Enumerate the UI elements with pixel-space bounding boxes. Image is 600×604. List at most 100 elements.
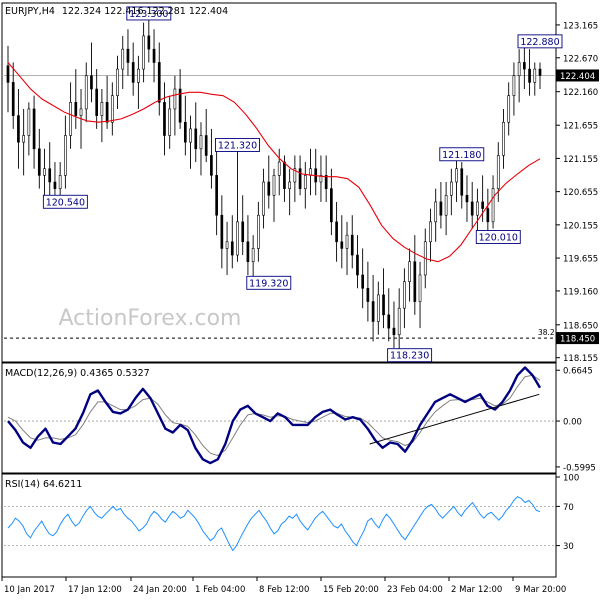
candle-body: [418, 274, 422, 302]
candle-body: [84, 75, 88, 110]
price-y-tick-label: 122.160: [563, 88, 598, 98]
candle-body: [236, 221, 239, 256]
x-tick-label: 23 Feb 04:00: [387, 585, 443, 595]
candle-body: [121, 48, 125, 70]
rsi-panel-frame: [1, 473, 557, 578]
swing-label: 121.180: [442, 150, 481, 161]
price-annotations: 123.300 121.320 120.540 119.320 118.230 121.1…: [42, 6, 563, 363]
price-y-tick-label: 121.655: [563, 122, 598, 132]
price-y-tick-label: 121.155: [563, 155, 598, 165]
candle-body: [538, 68, 542, 76]
candle-body: [241, 221, 245, 243]
price-y-tick-label: 120.155: [563, 221, 598, 231]
candle-body: [460, 168, 464, 196]
candle-body: [465, 194, 469, 203]
candle-body: [533, 68, 537, 83]
candle-body: [210, 155, 213, 176]
candle-body: [116, 68, 119, 96]
candle-body: [470, 201, 474, 216]
x-axis: 10 Jan 2017 17 Jan 12:00 24 Jan 20:00 1 Feb…: [1, 577, 566, 595]
price-y-tick-label: 119.655: [563, 255, 598, 265]
candle-body: [361, 274, 365, 289]
candle-body: [335, 221, 338, 243]
candle-body: [350, 234, 354, 256]
swing-label-box: [126, 6, 172, 21]
current-price-label: 122.404: [560, 72, 595, 82]
rsi-label: RSI(14) 64.6211: [5, 479, 82, 490]
candle-body: [387, 314, 391, 329]
candle-body: [11, 82, 15, 116]
candle-body: [204, 135, 208, 156]
candle-body: [449, 181, 453, 196]
candle-body: [22, 135, 25, 143]
candle-body: [53, 181, 57, 189]
candle-body: [293, 168, 297, 183]
price-y-tick-label: 123.165: [563, 21, 598, 31]
candle-body: [392, 327, 396, 336]
macd-y-axis: 0.6645 0.00 -0.5995: [556, 367, 596, 473]
price-y-tick-label: 122.670: [563, 54, 598, 64]
swing-label-box: [517, 34, 563, 49]
candle-body: [69, 102, 72, 136]
x-tick-label: 10 Jan 2017: [4, 585, 55, 595]
candle-body: [340, 241, 344, 249]
candle-body: [283, 161, 286, 189]
candle-body: [157, 62, 161, 103]
candle-body: [272, 175, 276, 196]
rsi-grid: [4, 505, 556, 546]
candle-body: [528, 68, 531, 83]
candle-body: [298, 168, 302, 189]
candle-body: [496, 155, 500, 189]
candle-body: [251, 248, 255, 263]
rsi-y-tick-label: 100: [563, 474, 579, 484]
candle-body: [434, 201, 438, 223]
candle-body: [230, 241, 234, 256]
candle-body: [43, 168, 46, 176]
x-tick-label: 24 Jan 20:00: [133, 585, 187, 595]
fib-price-box: [556, 332, 599, 345]
candle-body: [110, 95, 114, 123]
panel-frames: [1, 2, 557, 578]
rsi-line: [7, 495, 541, 552]
candle-body: [152, 48, 156, 63]
x-tick-label: 8 Feb 12:00: [259, 585, 309, 595]
candle-body: [429, 221, 432, 243]
swing-label: 122.880: [520, 37, 559, 48]
swing-label: 120.010: [479, 232, 518, 243]
macd-y-tick-label: -0.5995: [563, 463, 596, 473]
swing-label-box: [439, 147, 485, 162]
candle-body: [48, 168, 52, 183]
candle-body: [523, 62, 526, 70]
price-y-tick-label: 119.160: [563, 287, 598, 297]
candle-body: [371, 301, 375, 322]
x-tick-label: 17 Jan 12:00: [68, 585, 122, 595]
price-y-axis: 123.165 122.670 122.160 121.655 121.155 120.6…: [556, 21, 599, 364]
candle-body: [403, 281, 406, 309]
candle-body: [455, 168, 458, 183]
candle-body: [142, 35, 145, 70]
swing-label-box: [475, 230, 521, 244]
price-y-tick-label: 118.155: [563, 354, 598, 364]
candle-body: [408, 261, 411, 282]
candle-body: [6, 65, 10, 83]
price-y-tick-label: 120.655: [563, 188, 598, 198]
macd-trendline: [369, 393, 540, 445]
symbol-label: EURJPY,H4: [5, 6, 55, 17]
rsi-y-tick-label: 30: [563, 542, 574, 552]
candle-body: [105, 102, 109, 123]
candle-body: [194, 128, 198, 150]
price-grid: 38.2: [4, 75, 556, 339]
candle-body: [486, 208, 490, 223]
swing-label: 121.320: [218, 140, 257, 151]
candle-body: [126, 48, 130, 63]
x-tick-label: 15 Feb 20:00: [323, 585, 379, 595]
candle-body: [178, 88, 182, 123]
macd-y-tick-label: 0.00: [563, 418, 582, 428]
price-moving-average: [7, 62, 541, 263]
candle-body: [267, 181, 271, 196]
candle-body: [262, 181, 265, 216]
candle-body: [90, 75, 93, 90]
candle-body: [277, 161, 281, 176]
candle-body: [246, 241, 250, 263]
current-price-box: [556, 69, 599, 82]
